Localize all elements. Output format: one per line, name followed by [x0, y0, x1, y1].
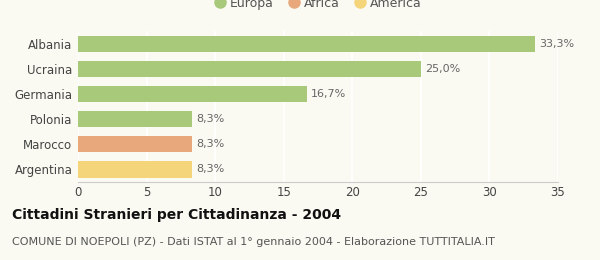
Legend: Europa, Africa, America: Europa, Africa, America [210, 0, 426, 15]
Text: 33,3%: 33,3% [539, 39, 574, 49]
Text: COMUNE DI NOEPOLI (PZ) - Dati ISTAT al 1° gennaio 2004 - Elaborazione TUTTITALIA: COMUNE DI NOEPOLI (PZ) - Dati ISTAT al 1… [12, 237, 495, 246]
Bar [78, 61, 421, 77]
Text: 8,3%: 8,3% [196, 139, 224, 149]
Bar [78, 136, 192, 152]
Text: 8,3%: 8,3% [196, 114, 224, 124]
Bar [78, 111, 192, 127]
Bar [78, 36, 535, 52]
Text: Cittadini Stranieri per Cittadinanza - 2004: Cittadini Stranieri per Cittadinanza - 2… [12, 208, 341, 222]
Text: 25,0%: 25,0% [425, 64, 460, 74]
Text: 16,7%: 16,7% [311, 89, 346, 99]
Text: 8,3%: 8,3% [196, 164, 224, 174]
Bar [78, 86, 307, 102]
Bar [78, 161, 192, 178]
